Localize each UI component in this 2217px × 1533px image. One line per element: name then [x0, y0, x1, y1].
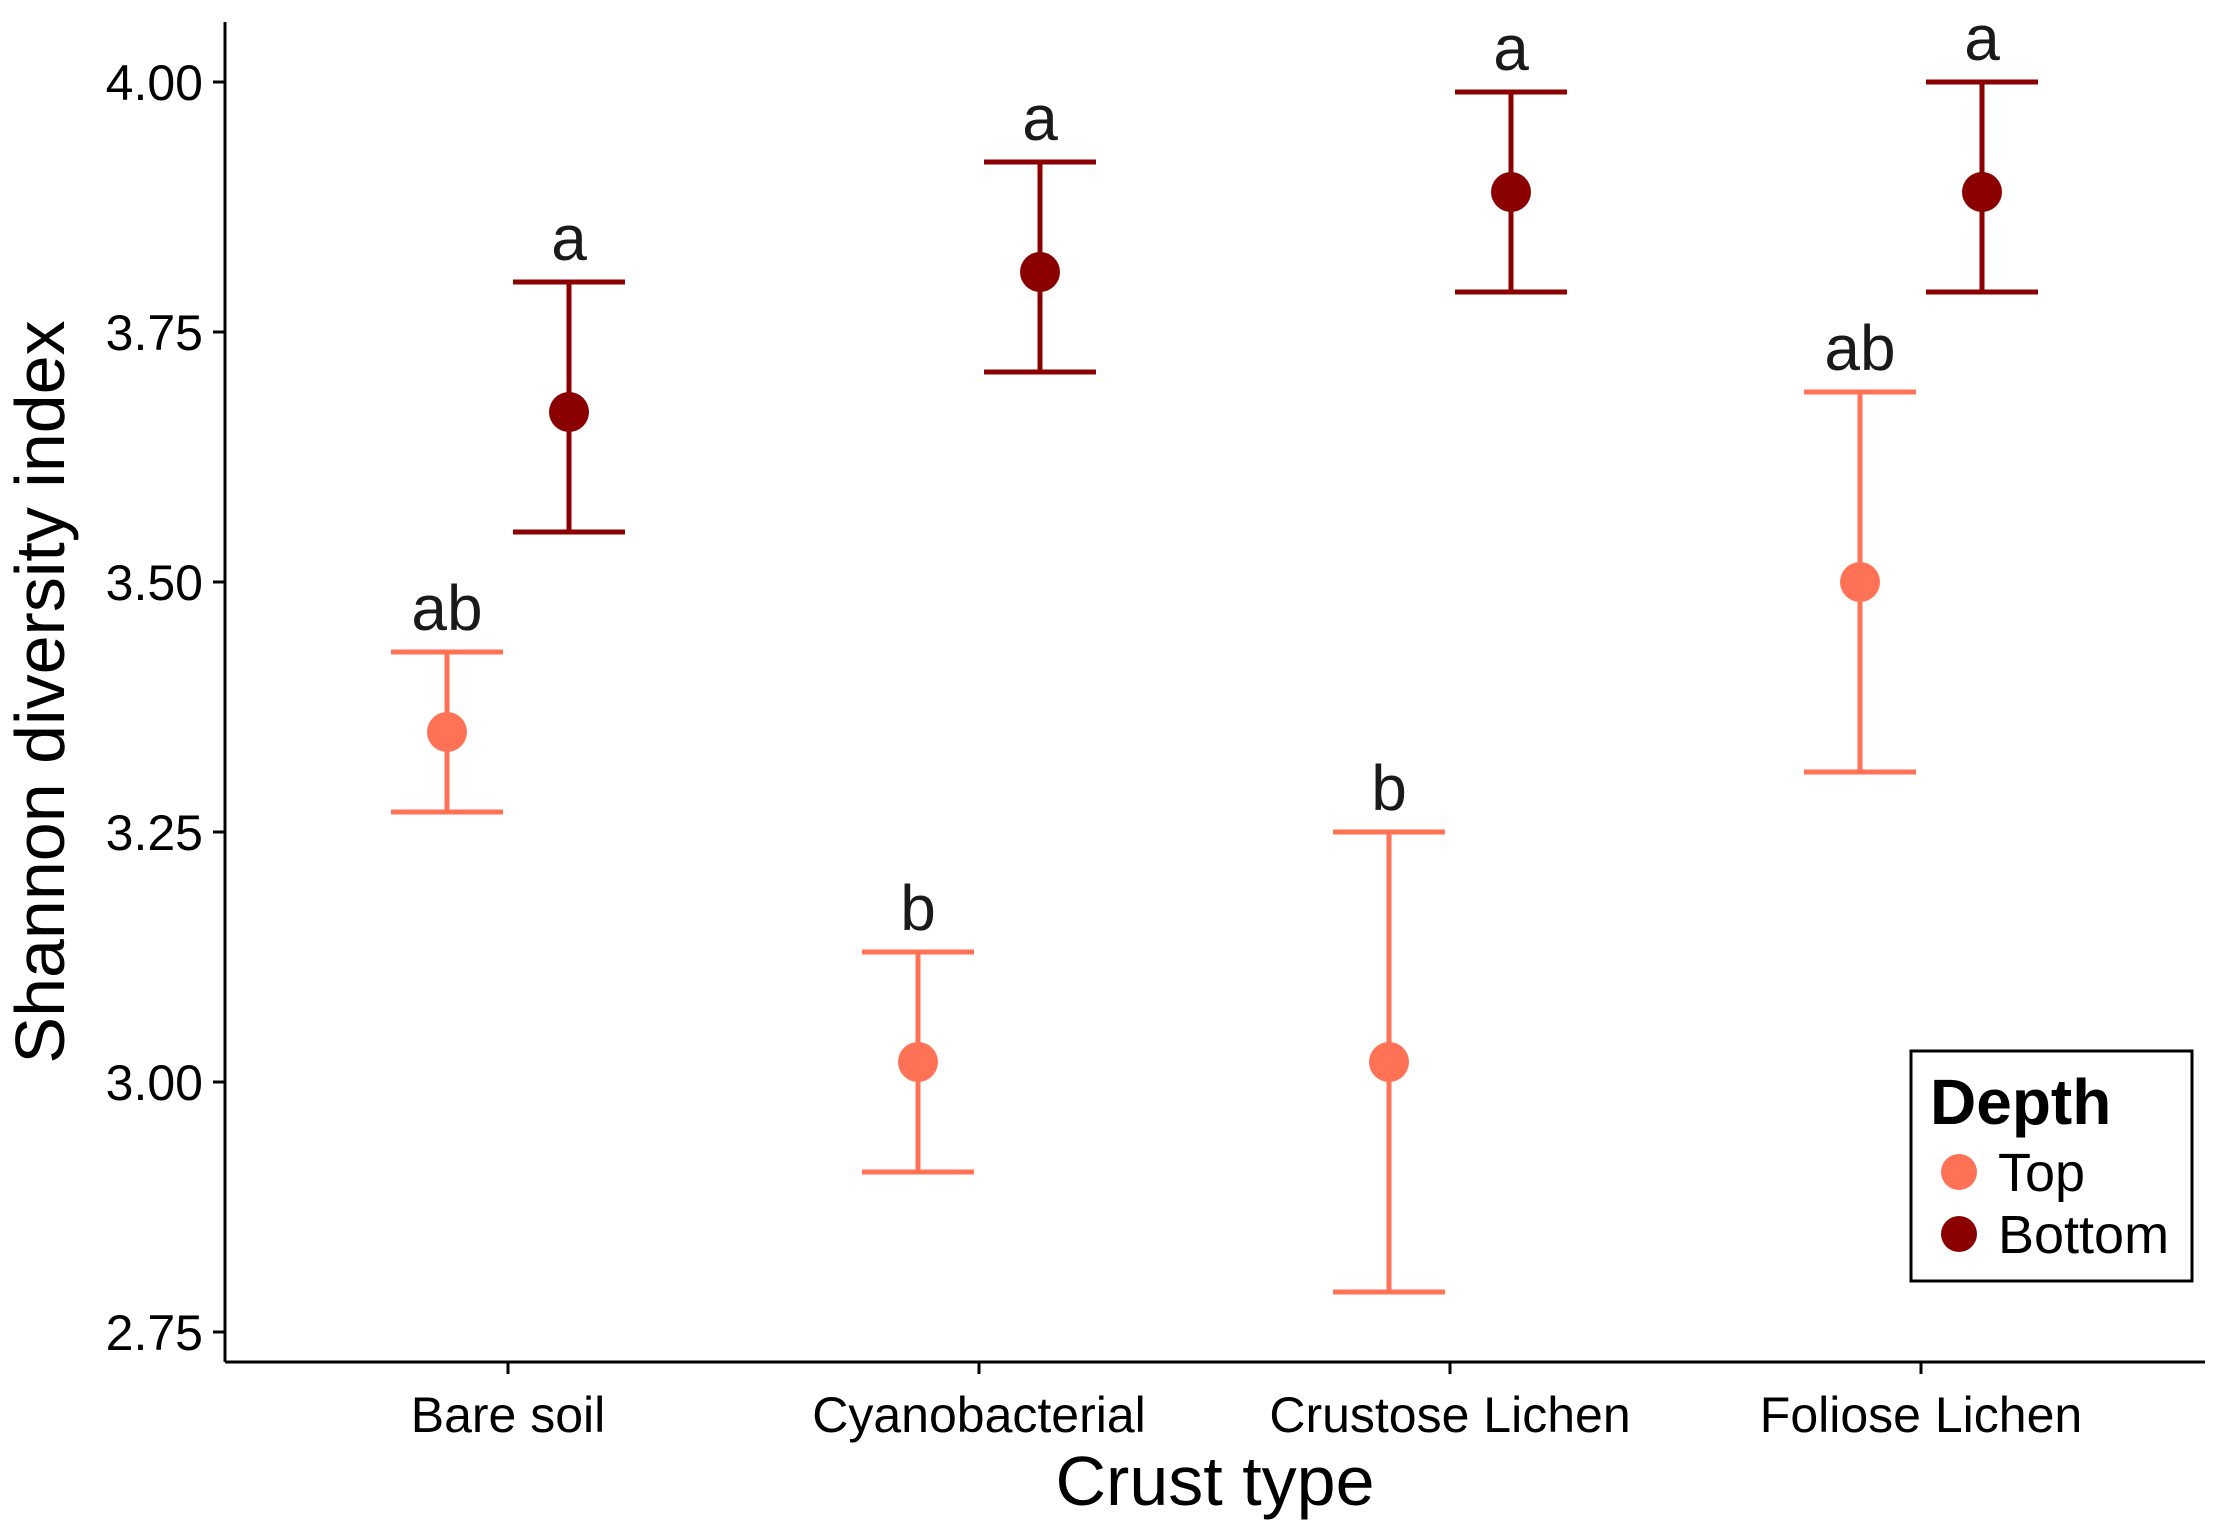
legend-key-top — [1941, 1154, 1977, 1190]
x-tick-label: Bare soil — [411, 1387, 606, 1443]
significance-label: a — [551, 202, 587, 274]
data-point — [1020, 252, 1060, 292]
x-axis-title: Crust type — [1056, 1442, 1375, 1520]
y-axis-title: Shannon diversity index — [1, 320, 79, 1063]
data-point — [427, 712, 467, 752]
y-tick-label: 3.75 — [106, 305, 203, 361]
data-point — [549, 392, 589, 432]
significance-label: b — [1371, 752, 1407, 824]
legend-title: Depth — [1930, 1066, 2111, 1138]
data-point — [898, 1042, 938, 1082]
y-tick-label: 3.00 — [106, 1055, 203, 1111]
legend-key-bottom — [1941, 1216, 1977, 1252]
series-top: ab b b ab — [391, 312, 1916, 1295]
significance-label: ab — [411, 572, 482, 644]
x-tick-label: Cyanobacterial — [812, 1387, 1146, 1443]
significance-label: a — [1964, 2, 2000, 74]
significance-label: a — [1022, 82, 1058, 154]
y-tick-label: 3.50 — [106, 555, 203, 611]
series-bottom: a a a a — [513, 2, 2038, 535]
data-marks: ab b b ab a a a a — [391, 2, 2038, 1295]
significance-label: ab — [1824, 312, 1895, 384]
data-point — [1491, 172, 1531, 212]
y-tick-label: 2.75 — [106, 1305, 203, 1361]
data-point — [1369, 1042, 1409, 1082]
y-tick-label: 4.00 — [106, 55, 203, 111]
significance-label: b — [900, 872, 936, 944]
x-tick-label: Foliose Lichen — [1760, 1387, 2082, 1443]
data-point — [1840, 562, 1880, 602]
legend-label-bottom: Bottom — [1998, 1205, 2169, 1265]
y-tick-label: 3.25 — [106, 805, 203, 861]
x-axis-ticks: Bare soil Cyanobacterial Crustose Lichen Fo… — [411, 1362, 2082, 1443]
legend-label-top: Top — [1998, 1143, 2085, 1203]
y-axis-ticks: 2.75 3.00 3.25 3.50 3.75 4.00 — [106, 55, 225, 1361]
axes — [223, 22, 2205, 1364]
x-tick-label: Crustose Lichen — [1269, 1387, 1630, 1443]
data-point — [1962, 172, 2002, 212]
significance-label: a — [1493, 12, 1529, 84]
